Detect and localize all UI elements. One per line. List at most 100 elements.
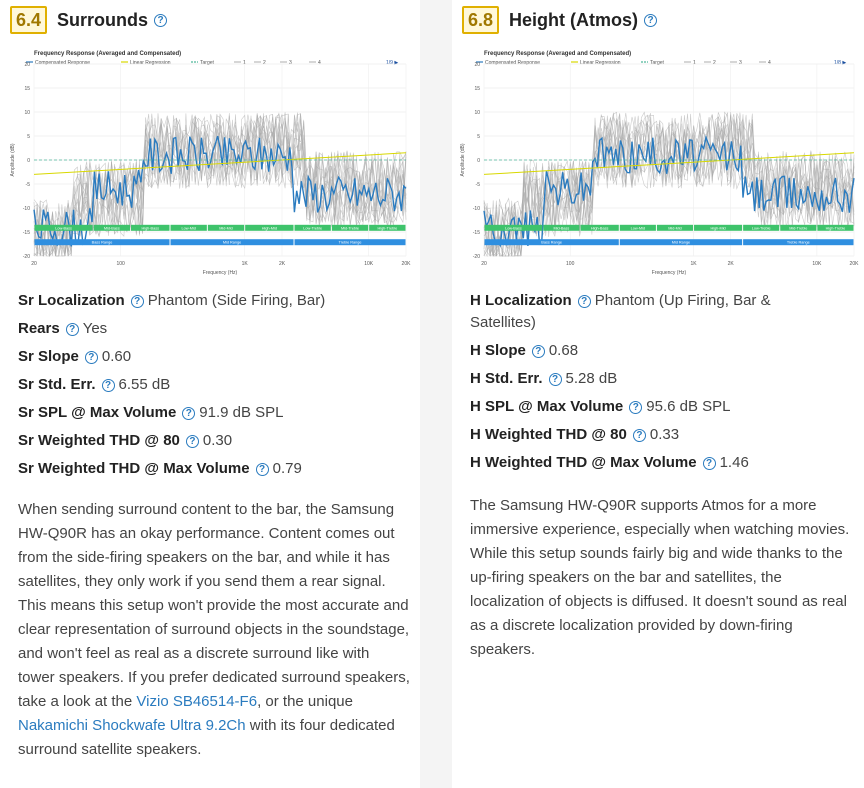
measurement-row: Rears? Yes: [18, 318, 325, 340]
help-icon[interactable]: ?: [101, 378, 115, 392]
band-label: Mid-Bass: [104, 226, 120, 230]
measurement-value: 95.6 dB SPL: [646, 398, 731, 415]
band-segment: [245, 224, 294, 231]
x-tick-label: 20: [481, 261, 487, 267]
band-segment: [484, 224, 543, 231]
help-icon[interactable]: ?: [577, 294, 591, 308]
y-tick-label: 20: [474, 62, 480, 68]
description-part: with its four dedicated surround satelli…: [18, 717, 395, 758]
x-tick-label: 20: [31, 261, 37, 267]
help-icon[interactable]: ?: [629, 400, 643, 414]
measurement-trace: [33, 112, 407, 257]
measurement-label: H Weighted THD @ 80: [470, 426, 627, 443]
band-segment: [543, 224, 580, 231]
band-label: Low-Bass: [505, 226, 522, 230]
y-tick-label: 10: [24, 110, 30, 116]
y-tick-label: 5: [27, 134, 30, 140]
x-tick-label: 20K: [402, 261, 412, 267]
measurement-trace: [483, 114, 855, 257]
range-label: Treble Range: [787, 241, 810, 245]
measurement-label: H Localization: [470, 292, 572, 309]
help-icon[interactable]: ?: [182, 406, 196, 420]
measurement-row: H Std. Err.? 5.28 dB: [470, 368, 810, 390]
section-header: 6.4 Surrounds ?: [10, 6, 168, 34]
y-axis-label: Amplitude (dB): [460, 143, 466, 176]
section-header: 6.8 Height (Atmos) ?: [462, 6, 658, 34]
help-icon[interactable]: ?: [531, 344, 545, 358]
help-icon[interactable]: ?: [255, 462, 269, 476]
measurement-label: Sr Slope: [18, 348, 79, 365]
range-segment: [743, 239, 854, 246]
range-segment: [619, 239, 743, 246]
measurement-value: 0.68: [548, 342, 579, 359]
help-icon[interactable]: ?: [130, 294, 144, 308]
x-tick-label: 1K: [690, 261, 697, 267]
measurement-row: H Slope? 0.68: [470, 340, 810, 362]
range-segment: [34, 239, 170, 246]
measurement-label: H Weighted THD @ Max Volume: [470, 454, 697, 471]
measurement-row: Sr Weighted THD @ Max Volume? 0.79: [18, 458, 325, 480]
band-label: Low-Mid: [182, 226, 196, 230]
legend-entry: Linear Regression: [580, 60, 621, 66]
measurement-value: 0.33: [649, 426, 680, 443]
description-part: The Samsung HW-Q90R supports Atmos for a…: [470, 497, 850, 658]
measurement-value: 6.55 dB: [118, 376, 171, 393]
y-tick-label: 0: [27, 158, 30, 164]
x-tick-label: 2K: [279, 261, 286, 267]
section-title: Height (Atmos): [509, 9, 639, 30]
band-segment: [130, 224, 170, 231]
band-segment: [619, 224, 656, 231]
x-tick-label: 2K: [728, 261, 735, 267]
measurement-row: Sr Localization? Phantom (Side Firing, Ba…: [18, 290, 325, 312]
help-icon[interactable]: ?: [154, 13, 168, 27]
band-label: High-Mid: [710, 226, 725, 230]
product-link[interactable]: Nakamichi Shockwafe Ultra 9.2Ch: [18, 717, 246, 734]
help-icon[interactable]: ?: [548, 372, 562, 386]
band-label: High-Bass: [141, 226, 159, 230]
y-tick-label: -20: [23, 254, 30, 260]
help-icon[interactable]: ?: [65, 322, 79, 336]
measurement-label: H Slope: [470, 342, 526, 359]
band-segment: [93, 224, 130, 231]
band-segment: [207, 224, 245, 231]
help-icon[interactable]: ?: [84, 350, 98, 364]
compensated-response-line: [33, 135, 407, 247]
frequency-response-chart: Frequency Response (Averaged and Compens…: [460, 51, 859, 276]
range-segment: [484, 239, 619, 246]
section-title: Surrounds: [57, 9, 149, 30]
product-link[interactable]: Vizio SB46514-F6: [136, 693, 258, 710]
measurement-row: H Localization? Phantom (Up Firing, Bar &…: [470, 290, 810, 334]
x-tick-label: 10K: [812, 261, 822, 267]
description-part: , or the unique: [257, 693, 353, 710]
y-tick-label: -15: [473, 230, 480, 236]
band-segment: [694, 224, 743, 231]
measurement-label: Sr SPL @ Max Volume: [18, 404, 177, 421]
band-label: Mid-Treble: [341, 226, 359, 230]
help-icon[interactable]: ?: [632, 428, 646, 442]
help-icon[interactable]: ?: [702, 456, 716, 470]
measurement-label: Rears: [18, 320, 60, 337]
band-segment: [817, 224, 854, 231]
measurement-label: Sr Weighted THD @ Max Volume: [18, 460, 250, 477]
measurement-label: H SPL @ Max Volume: [470, 398, 624, 415]
description-text: The Samsung HW-Q90R supports Atmos for a…: [470, 494, 854, 662]
range-label: Treble Range: [339, 241, 362, 245]
band-segment: [331, 224, 369, 231]
x-tick-label: 1K: [242, 261, 249, 267]
chart-title: Frequency Response (Averaged and Compens…: [34, 51, 181, 57]
band-label: Low-Treble: [752, 226, 771, 230]
y-tick-label: 20: [24, 62, 30, 68]
chart-pager: 1/8 ▶: [834, 60, 846, 66]
y-tick-label: 15: [24, 86, 30, 92]
legend-entry: Linear Regression: [130, 60, 171, 66]
x-axis-label: Frequency (Hz): [203, 270, 238, 276]
band-label: High-Mid: [262, 226, 277, 230]
range-label: Mid Range: [223, 241, 241, 245]
height-atmos-card: 6.8 Height (Atmos) ? Frequency Response …: [452, 0, 864, 788]
measurement-value: 0.30: [202, 432, 233, 449]
y-tick-label: -15: [23, 230, 30, 236]
help-icon[interactable]: ?: [644, 13, 658, 27]
range-segment: [170, 239, 294, 246]
help-icon[interactable]: ?: [185, 434, 199, 448]
band-label: High-Bass: [591, 226, 609, 230]
